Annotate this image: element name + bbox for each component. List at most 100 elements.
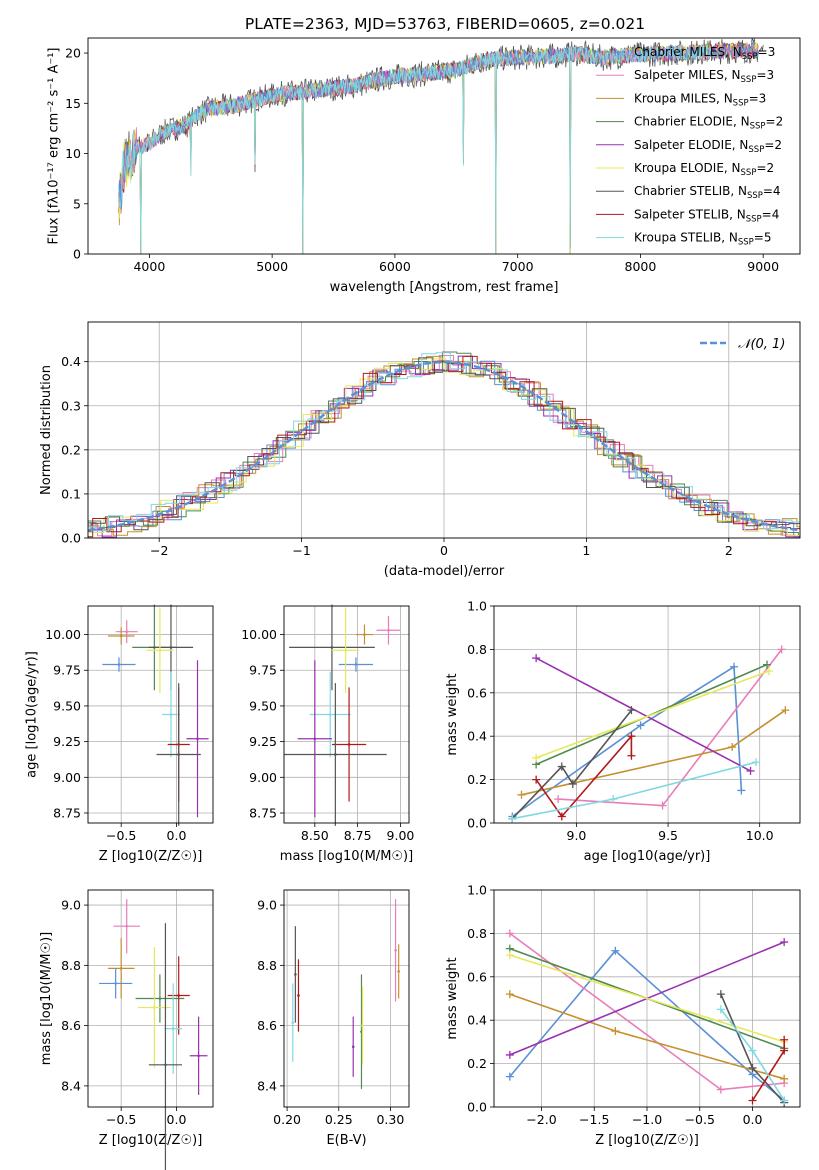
plus-marker: [627, 706, 636, 715]
y-tick-label: 9.00: [53, 770, 81, 785]
plus-marker: [554, 795, 563, 804]
y-tick-label: 0.4: [61, 354, 81, 369]
legend-label: Salpeter STELIB, NSSP=4: [634, 207, 779, 224]
x-tick-label: −1.5: [579, 1112, 609, 1127]
legend-label: Kroupa STELIB, NSSP=5: [634, 231, 772, 248]
data-point: [361, 1024, 364, 1027]
x-tick-label: 5000: [256, 259, 288, 274]
x-tick-label: 8000: [625, 259, 657, 274]
x-tick-label: 8.50: [301, 828, 329, 843]
panel-spectrum: 4000 5000 6000 7000 8000 9000 0 5 10 15 20 waveleng…: [46, 37, 801, 295]
plus-marker: [627, 732, 636, 741]
legend-label: Kroupa ELODIE, NSSP=2: [634, 161, 774, 178]
plus-marker: [505, 1050, 514, 1059]
x-tick-label: −0.5: [106, 1112, 136, 1127]
plus-marker: [752, 758, 761, 767]
y-tick-label: 8.4: [61, 1078, 81, 1093]
data-point: [169, 713, 173, 716]
plus-marker: [746, 766, 755, 775]
x-axis-label: Z [log10(Z/Z☉)]: [99, 849, 203, 864]
x-axis-label: age [log10(age/yr)]: [584, 849, 711, 864]
x-tick-label: 0.20: [273, 1112, 301, 1127]
axes-frame: [87, 37, 801, 255]
y-tick-label: 20: [65, 46, 81, 61]
legend-label: 𝒩(0, 1): [738, 337, 785, 352]
y-axis-label: Normed distribution: [39, 365, 54, 495]
weight-line-model-0: [511, 665, 743, 818]
data-point: [394, 948, 397, 952]
plus-marker: [748, 1046, 757, 1055]
plus-marker: [780, 1035, 789, 1044]
plus-marker: [557, 762, 566, 771]
plus-marker: [780, 938, 789, 947]
plus-marker: [764, 667, 773, 676]
data-point: [354, 663, 358, 666]
y-tick-label: 10: [65, 146, 81, 161]
x-axis-label: Z [log10(Z/Z☉)]: [595, 1133, 699, 1148]
data-point: [158, 648, 162, 652]
y-tick-label: 0.3: [61, 398, 81, 413]
x-tick-label: 0.25: [325, 1112, 353, 1127]
x-tick-label: 0.0: [167, 1112, 187, 1127]
legend-label: Salpeter ELODIE, NSSP=2: [634, 138, 782, 155]
y-tick-label: 9.25: [53, 734, 81, 749]
panel-weight-vs-age: 9.0 9.5 10.0 0.0 0.2 0.4 0.6 0.8 1.0 age [log10(a…: [445, 599, 801, 864]
y-tick-label: 10.00: [45, 627, 81, 642]
plus-marker: [609, 795, 618, 804]
y-tick-label: 9.25: [249, 734, 277, 749]
x-axis-label: (data-model)/error: [384, 564, 505, 579]
data-point: [125, 630, 129, 633]
plus-marker: [748, 1096, 757, 1105]
axes-frame: [87, 605, 214, 824]
y-tick-label: 9.75: [53, 663, 81, 678]
plus-marker: [611, 946, 620, 955]
data-point: [171, 1027, 175, 1030]
plus-marker: [532, 654, 541, 663]
x-tick-label: 9000: [747, 259, 779, 274]
plot-area: [99, 899, 208, 1170]
x-tick-label: −0.5: [106, 828, 136, 843]
data-point: [164, 1063, 167, 1067]
plus-marker: [505, 1072, 514, 1081]
plus-marker: [777, 645, 786, 654]
axes-frame: [493, 889, 801, 1108]
plus-marker: [780, 1074, 789, 1083]
plus-marker: [737, 786, 746, 795]
axes-frame: [87, 321, 801, 539]
plus-marker: [532, 753, 541, 762]
histogram-step-model-8: [88, 352, 800, 532]
data-point: [334, 753, 337, 756]
legend-label: Chabrier MILES, NSSP=3: [634, 45, 775, 62]
plus-marker: [568, 779, 577, 788]
plot-area: [87, 351, 801, 538]
x-tick-label: 1: [582, 543, 590, 558]
data-point: [297, 994, 300, 997]
data-point: [117, 663, 121, 666]
weight-line-model-7: [535, 734, 633, 818]
x-tick-label: 0.0: [167, 828, 187, 843]
plot-layer: 4000 5000 6000 7000 8000 900005101520waveleng…: [25, 37, 801, 1170]
data-point: [344, 648, 347, 652]
x-tick-label: 6000: [379, 259, 411, 274]
x-axis-label: wavelength [Angstrom, rest frame]: [330, 280, 559, 295]
legend-label: Chabrier STELIB, NSSP=4: [634, 184, 781, 201]
x-axis-label: mass [log10(M/M☉)]: [280, 849, 413, 864]
x-tick-label: −2: [150, 543, 168, 558]
y-tick-label: 0.1: [61, 486, 81, 501]
y-axis-label: mass weight: [445, 673, 460, 755]
histogram-step-model-1: [88, 355, 800, 538]
y-tick-label: 9.0: [61, 898, 81, 913]
x-tick-label: 2: [725, 543, 733, 558]
y-tick-label: 9.00: [249, 770, 277, 785]
data-point: [294, 973, 297, 976]
y-tick-label: 8.4: [257, 1078, 277, 1093]
data-point: [347, 743, 351, 746]
weight-line-model-6: [511, 709, 633, 820]
data-point: [153, 1006, 156, 1009]
x-tick-label: 9.5: [658, 828, 678, 843]
x-tick-label: 9.00: [387, 828, 415, 843]
plus-marker: [517, 790, 526, 799]
y-axis-label: mass weight: [445, 957, 460, 1039]
x-tick-label: 0.30: [376, 1112, 404, 1127]
plus-marker: [781, 706, 790, 715]
